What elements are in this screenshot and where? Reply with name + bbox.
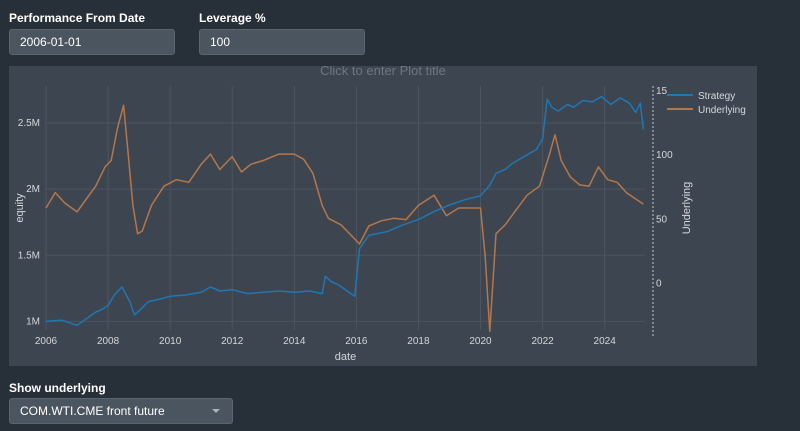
y-tick-label: 1M bbox=[26, 316, 40, 327]
leverage-label: Leverage % bbox=[199, 11, 266, 25]
chevron-down-icon[interactable] bbox=[212, 409, 220, 413]
y-tick-label: 1.5M bbox=[18, 250, 40, 261]
x-tick-label: 2020 bbox=[469, 336, 492, 347]
y2-tick-label: 100 bbox=[656, 150, 673, 161]
x-tick-label: 2012 bbox=[221, 336, 244, 347]
x-tick-label: 2014 bbox=[283, 336, 306, 347]
chart-svg: 2006 2008 2010 2012 2014 2016 2018 2020 2022 2024… bbox=[14, 66, 746, 363]
y2-tick-label: 0 bbox=[656, 278, 662, 289]
from-date-label: Performance From Date bbox=[9, 11, 146, 25]
x-tick-label: 2022 bbox=[531, 336, 554, 347]
from-date-input[interactable] bbox=[9, 29, 175, 55]
x-axis-title: date bbox=[335, 351, 356, 363]
x-tick-label: 2018 bbox=[407, 336, 430, 347]
chart-legend[interactable]: Strategy Underlying bbox=[667, 91, 746, 116]
show-underlying-label: Show underlying bbox=[9, 381, 106, 395]
legend-label-strategy: Strategy bbox=[698, 91, 735, 102]
series-layer bbox=[45, 95, 645, 333]
plot-title-placeholder[interactable]: Click to enter Plot title bbox=[320, 66, 446, 78]
series-line-underlying bbox=[45, 104, 644, 333]
axis-layer: 2006 2008 2010 2012 2014 2016 2018 2020 2022 2024… bbox=[14, 86, 693, 363]
performance-chart: 2006 2008 2010 2012 2014 2016 2018 2020 2022 2024… bbox=[9, 66, 757, 366]
underlying-select-value: COM.WTI.CME front future bbox=[20, 404, 165, 418]
x-tick-label: 2016 bbox=[345, 336, 368, 347]
series-line-strategy bbox=[45, 95, 645, 327]
x-tick-label: 2008 bbox=[97, 336, 120, 347]
x-tick-label: 2010 bbox=[159, 336, 182, 347]
leverage-input[interactable] bbox=[199, 29, 365, 55]
y2-axis-title: Underlying bbox=[681, 182, 693, 235]
y2-tick-label: 50 bbox=[656, 214, 668, 225]
x-tick-label: 2006 bbox=[35, 336, 58, 347]
y-tick-label: 2M bbox=[26, 184, 40, 195]
legend-label-underlying: Underlying bbox=[698, 105, 746, 116]
x-tick-label: 2024 bbox=[594, 336, 617, 347]
underlying-select[interactable]: COM.WTI.CME front future bbox=[9, 398, 233, 424]
y-axis-title: equity bbox=[14, 193, 26, 223]
y2-tick-label: 15 bbox=[656, 86, 668, 97]
grid-layer bbox=[45, 86, 645, 330]
y-tick-label: 2.5M bbox=[18, 118, 40, 129]
